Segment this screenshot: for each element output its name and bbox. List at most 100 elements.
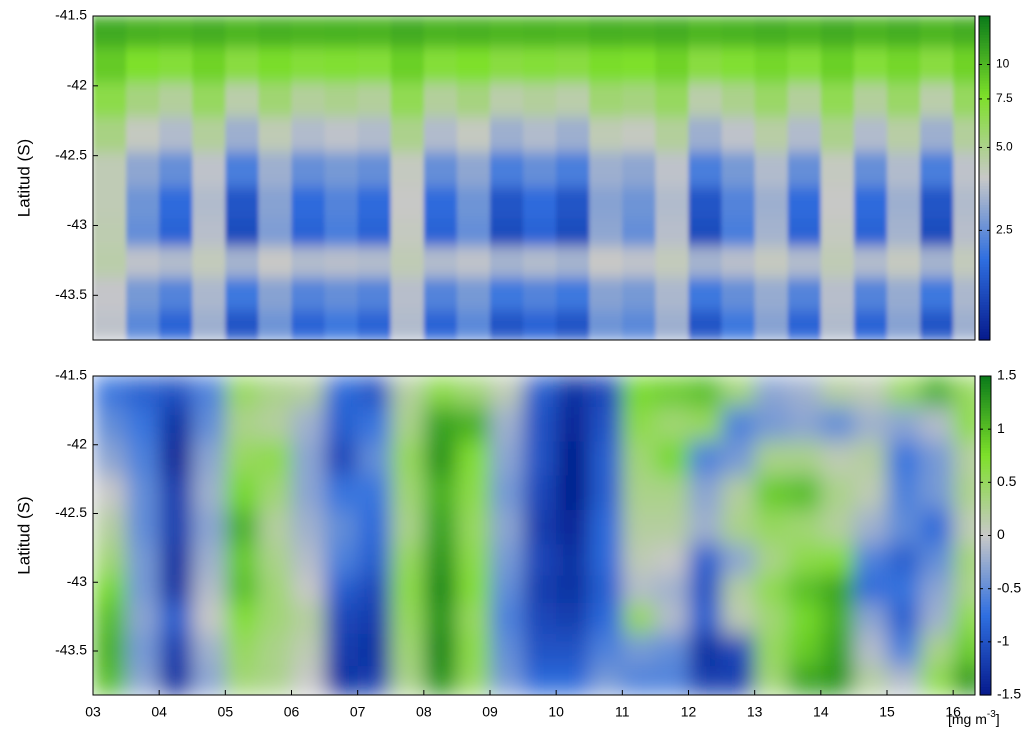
heatmap-cell	[920, 187, 954, 219]
heatmap-cell	[93, 602, 127, 635]
colorbar-segment	[979, 121, 990, 125]
colorbar-segment	[979, 126, 990, 130]
heatmap-cell	[953, 575, 975, 604]
heatmap-cell	[159, 218, 193, 247]
heatmap-cell	[787, 510, 822, 545]
colorbar-segment	[980, 482, 991, 486]
heatmap-cell	[291, 544, 326, 576]
heatmap-cell	[324, 475, 359, 511]
heatmap-cell	[853, 475, 888, 511]
heatmap-cell	[192, 575, 226, 604]
colorbar-segment	[980, 673, 991, 677]
heatmap-cell	[423, 406, 458, 442]
heatmap-cell	[688, 16, 723, 48]
heatmap-cell	[192, 218, 226, 247]
heatmap-cell	[159, 152, 193, 188]
heatmap-cell	[920, 406, 954, 442]
colorbar-segment	[980, 519, 991, 523]
heatmap-cell	[390, 16, 425, 48]
colorbar-segment	[979, 105, 990, 109]
heatmap-cell	[721, 475, 756, 511]
heatmap-cell	[258, 602, 292, 635]
heatmap-cell	[688, 510, 723, 545]
heatmap-cell	[192, 633, 226, 667]
colorbar-segment	[980, 681, 991, 685]
heatmap-cell	[456, 47, 491, 83]
heatmap-cell	[357, 277, 392, 312]
heatmap-cell	[456, 82, 491, 118]
colorbar-segment	[980, 551, 991, 555]
heatmap-cell	[291, 406, 326, 442]
heatmap-cell	[721, 117, 756, 153]
heatmap-cell	[423, 510, 458, 545]
heatmap-cell	[456, 187, 491, 219]
colorbar-segment	[979, 51, 990, 55]
heatmap-cell	[126, 406, 160, 442]
heatmap-cell	[589, 376, 623, 408]
heatmap-cell	[390, 666, 425, 695]
heatmap-cell	[556, 575, 590, 604]
heatmap-cell	[853, 666, 888, 695]
colorbar-segment	[980, 689, 991, 693]
colorbar-segment	[980, 663, 991, 667]
heatmap-cell	[953, 187, 975, 219]
heatmap-cell	[655, 246, 689, 279]
heatmap-cell	[126, 633, 160, 667]
colorbar-segment	[980, 445, 991, 449]
heatmap-cell	[754, 475, 789, 511]
heatmap-cell	[556, 510, 590, 545]
heatmap-cell	[523, 152, 557, 188]
colorbar-segment	[980, 628, 991, 632]
heatmap-cell	[953, 633, 975, 667]
heatmap-cell	[489, 218, 524, 247]
heatmap-cell	[423, 310, 458, 340]
colorbar-tick-label: -0.5	[997, 579, 1021, 595]
colorbar-segment	[979, 161, 990, 166]
heatmap-cell	[754, 187, 789, 219]
heatmap-cell	[754, 218, 789, 247]
colorbar-segment	[980, 405, 991, 409]
colorbar-segment	[980, 500, 991, 505]
heatmap-cell	[886, 187, 921, 219]
x-tick-label: 11	[615, 704, 630, 720]
colorbar-segment	[980, 679, 991, 683]
colorbar-segment	[979, 48, 990, 52]
heatmap-cell	[589, 475, 623, 511]
colorbar-segment	[980, 386, 991, 390]
colorbar-segment	[980, 554, 991, 558]
heatmap-cell	[258, 16, 292, 48]
heatmap-cell	[159, 602, 193, 635]
heatmap-cell	[523, 376, 557, 408]
heatmap-cell	[357, 218, 392, 247]
heatmap-cell	[489, 310, 524, 340]
colorbar-segment	[980, 495, 991, 499]
heatmap-cell	[655, 441, 689, 477]
heatmap-cell	[787, 666, 822, 695]
colorbar-segment	[979, 318, 990, 322]
colorbar-segment	[979, 296, 990, 301]
heatmap-cell	[357, 510, 392, 545]
y-tick-label: -41.5	[55, 7, 87, 23]
heatmap-cell	[688, 602, 723, 635]
heatmap-cell	[192, 246, 226, 279]
heatmap-cell	[357, 187, 392, 219]
colorbar-segment	[980, 631, 991, 635]
heatmap-cell	[886, 602, 921, 635]
heatmap-cell	[456, 575, 491, 604]
heatmap-cell	[523, 441, 557, 477]
colorbar-segment	[980, 503, 991, 507]
colorbar-segment	[980, 447, 991, 452]
colorbar-segment	[980, 410, 991, 414]
heatmap-cell	[523, 16, 557, 48]
heatmap-cell	[225, 666, 259, 695]
heatmap-cell	[920, 117, 954, 153]
colorbar-segment	[979, 202, 990, 206]
heatmap-cell	[456, 376, 491, 408]
heatmap-cell	[556, 218, 590, 247]
heatmap-cell	[920, 575, 954, 604]
heatmap-cell	[589, 47, 623, 83]
heatmap-cell	[589, 575, 623, 604]
x-tick-label: 10	[548, 704, 564, 720]
y-tick-label: -42.5	[55, 504, 87, 520]
